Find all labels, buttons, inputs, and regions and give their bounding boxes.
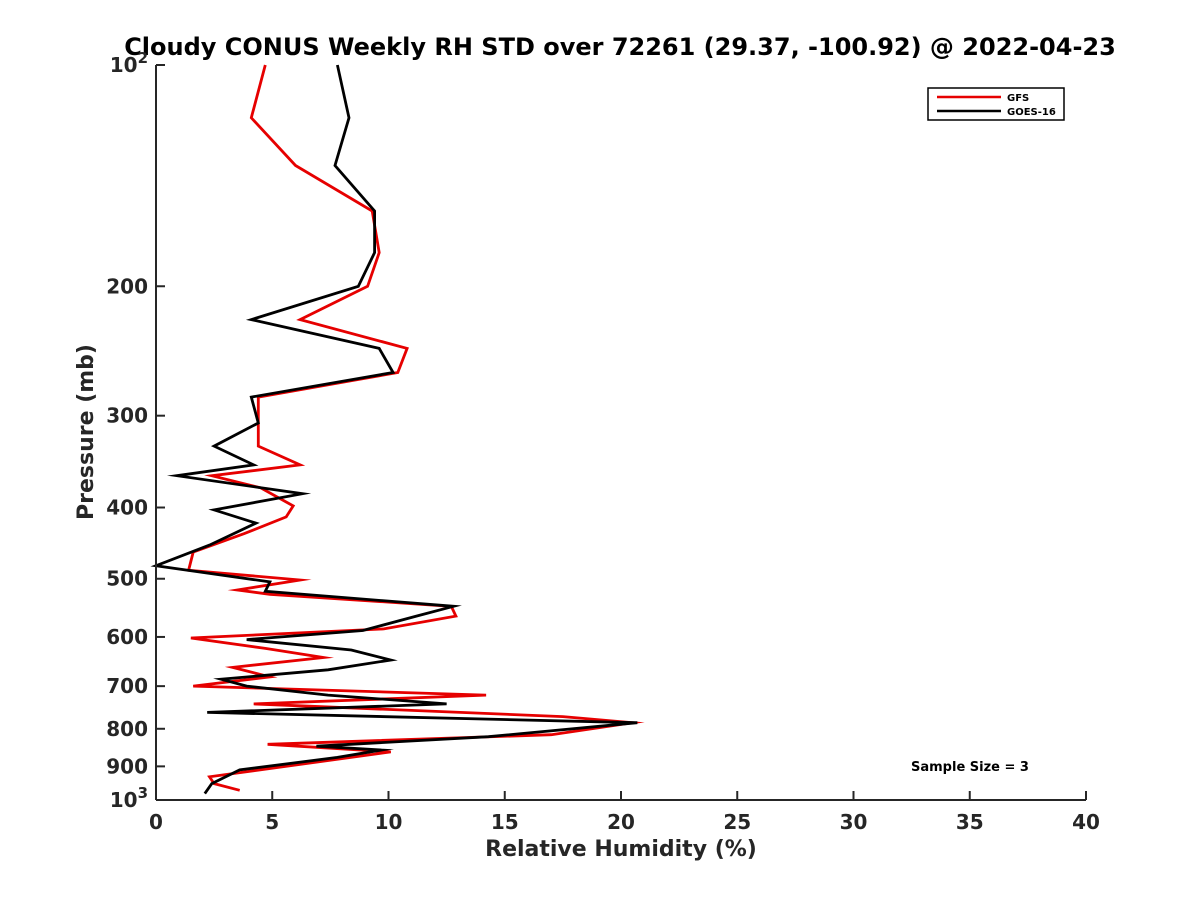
series-line-goes16: [150, 64, 638, 795]
y-tick-label: 500: [106, 567, 148, 591]
y-tick-label: 200: [106, 274, 148, 298]
y-tick-label: 900: [106, 754, 148, 778]
legend-box: [927, 87, 1065, 121]
x-tick-label: 5: [265, 810, 279, 834]
x-tick-label: 0: [149, 810, 163, 834]
y-tick-label: 700: [106, 674, 148, 698]
legend-label-gfs: GFS: [1007, 93, 1029, 104]
sample-size-annotation: Sample Size = 3: [911, 760, 1029, 775]
y-tick-label: 600: [106, 625, 148, 649]
series-group: [150, 64, 645, 795]
chart-title: Cloudy CONUS Weekly RH STD over 72261 (2…: [124, 33, 1116, 61]
y-tick-label: 800: [106, 717, 148, 741]
x-tick-label: 25: [723, 810, 751, 834]
y-tick-label: 102: [110, 49, 148, 77]
legend-label-goes16: GOES-16: [1007, 107, 1056, 118]
x-tick-label: 20: [607, 810, 635, 834]
y-tick-label: 400: [106, 496, 148, 520]
y-tick-label: 300: [106, 404, 148, 428]
legend: GFS GOES-16: [927, 87, 1065, 121]
x-tick-label: 35: [956, 810, 984, 834]
y-tick-label: 103: [110, 784, 148, 812]
y-ticks: 102 200 300 400 500 600 700 800 900 103: [106, 49, 165, 812]
x-tick-label: 10: [375, 810, 403, 834]
y-axis-label: Pressure (mb): [74, 344, 99, 520]
x-tick-label: 40: [1072, 810, 1100, 834]
x-tick-label: 15: [491, 810, 519, 834]
x-tick-label: 30: [840, 810, 868, 834]
x-axis-label: Relative Humidity (%): [485, 837, 757, 862]
x-ticks: 0 5 10 15 20 25 30 35 40: [149, 791, 1100, 834]
